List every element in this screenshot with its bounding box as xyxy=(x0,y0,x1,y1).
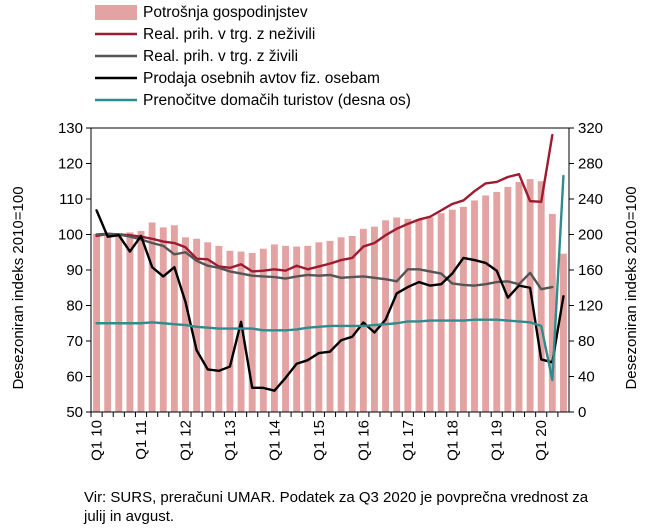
bar-25 xyxy=(371,226,378,412)
bar-24 xyxy=(359,228,367,412)
y-right-tick-label: 240 xyxy=(578,191,603,208)
bar-38 xyxy=(515,181,523,412)
y-left-tick-label: 50 xyxy=(66,404,83,421)
y-left-tick-label: 70 xyxy=(66,333,83,350)
y-right-tick-label: 40 xyxy=(578,369,595,386)
bar-27 xyxy=(393,217,401,412)
legend: Potrošnja gospodinjstev Real. prih. v trg… xyxy=(95,4,411,109)
legend-label: Prenočitve domačih turistov (desna os) xyxy=(143,92,411,109)
line-series-3 xyxy=(95,174,565,382)
line-series-1 xyxy=(95,232,554,291)
y-right-tick-label: 160 xyxy=(578,262,603,279)
line-series-0 xyxy=(95,133,554,273)
bar-31 xyxy=(437,213,445,412)
bar-26 xyxy=(382,220,390,412)
bar-19 xyxy=(304,245,312,412)
legend-swatch xyxy=(95,5,137,20)
bar-14 xyxy=(248,252,256,412)
y-right-tick-label: 280 xyxy=(578,156,603,173)
chart: 50 60 70 80 90 100 110 120 130 0 40 80 120 160 200 240 2… xyxy=(10,4,640,461)
x-tick-label: Q1 13 xyxy=(222,420,239,461)
y-right-tick-label: 80 xyxy=(578,333,595,350)
x-tick-label: Q1 10 xyxy=(89,420,106,461)
y-left-tick-label: 100 xyxy=(58,227,83,244)
bar-7 xyxy=(170,225,178,412)
y-left-tick-label: 80 xyxy=(66,298,83,315)
x-tick-label: Q1 17 xyxy=(400,420,417,461)
line-series-group xyxy=(95,133,565,392)
bar-13 xyxy=(237,251,245,412)
x-tick-label: Q1 18 xyxy=(444,420,461,461)
bar-28 xyxy=(404,218,412,412)
source-note: Vir: SURS, preračuni UMAR. Podatek za Q3… xyxy=(84,489,589,525)
bar-32 xyxy=(448,209,456,412)
bar-33 xyxy=(459,206,467,412)
bar-23 xyxy=(348,235,356,412)
y-left-tick-label: 110 xyxy=(59,191,83,208)
bar-4 xyxy=(137,230,145,412)
bar-17 xyxy=(282,245,289,412)
y-right-tick-label: 320 xyxy=(578,120,603,137)
bar-29 xyxy=(415,218,423,412)
y-left-tick-label: 120 xyxy=(58,156,83,173)
x-tick-label: Q1 20 xyxy=(533,420,550,461)
y-left-tick-label: 60 xyxy=(66,369,83,386)
y-right-tick-label: 200 xyxy=(578,227,603,244)
bar-16 xyxy=(270,244,278,412)
x-tick-label: Q1 14 xyxy=(266,420,283,461)
x-tick-label: Q1 19 xyxy=(489,420,506,461)
bar-36 xyxy=(493,191,501,412)
bar-40 xyxy=(537,181,545,412)
bar-34 xyxy=(471,200,478,412)
legend-label: Real. prih. v trg. z neživili xyxy=(143,26,315,43)
legend-label: Prodaja osebnih avtov fiz. osebam xyxy=(143,70,380,87)
y-axis-right-label: Desezoniran indeks 2010=100 xyxy=(623,186,640,389)
x-tick-label: Q1 12 xyxy=(177,420,194,461)
bar-42 xyxy=(560,253,567,412)
y-right-tick-label: 120 xyxy=(578,298,603,315)
bar-6 xyxy=(159,227,167,412)
bar-5 xyxy=(148,222,156,412)
y-axis-left-label: Desezoniran indeks 2010=100 xyxy=(10,186,27,389)
bar-37 xyxy=(504,186,512,412)
legend-label: Real. prih. v trg. z živili xyxy=(143,48,298,65)
bar-41 xyxy=(548,213,556,412)
bar-12 xyxy=(226,250,234,412)
line-series-2 xyxy=(95,209,565,392)
x-tick-label: Q1 16 xyxy=(355,420,372,461)
bar-9 xyxy=(193,238,201,412)
y-left-tick-label: 130 xyxy=(58,120,83,137)
x-tick-label: Q1 11 xyxy=(133,420,150,460)
bar-35 xyxy=(482,195,490,412)
bar-series-household-consumption xyxy=(93,179,567,412)
axes: 50 60 70 80 90 100 110 120 130 0 40 80 120 160 200 240 2… xyxy=(58,120,603,461)
x-tick-label: Q1 15 xyxy=(311,420,328,461)
y-right-tick-label: 0 xyxy=(578,404,586,421)
bar-30 xyxy=(426,217,434,412)
y-left-tick-label: 90 xyxy=(66,262,83,279)
legend-label: Potrošnja gospodinjstev xyxy=(143,4,308,21)
bar-22 xyxy=(337,237,345,412)
